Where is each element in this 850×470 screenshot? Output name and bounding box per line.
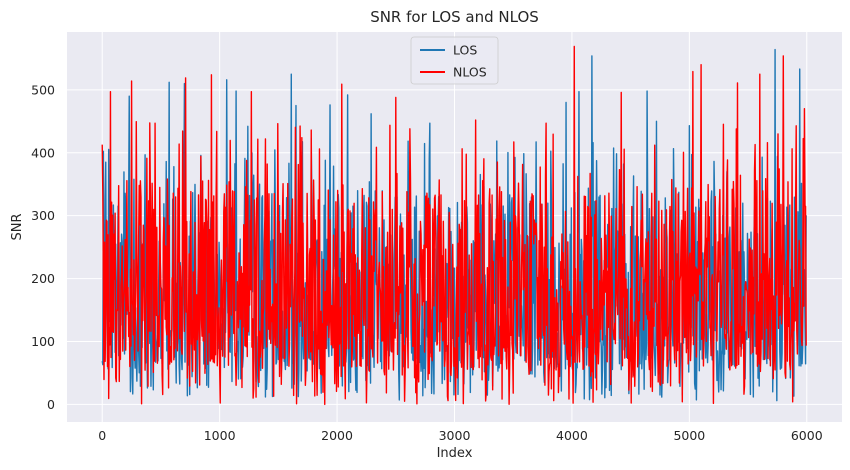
x-tick-label: 1000 bbox=[204, 428, 236, 443]
legend-label-nlos: NLOS bbox=[453, 65, 487, 80]
y-tick-label: 400 bbox=[31, 145, 55, 160]
y-tick-label: 100 bbox=[31, 334, 55, 349]
x-tick-label: 2000 bbox=[321, 428, 353, 443]
x-tick-label: 4000 bbox=[556, 428, 588, 443]
y-tick-label: 200 bbox=[31, 271, 55, 286]
chart-title: SNR for LOS and NLOS bbox=[370, 8, 539, 26]
y-tick-label: 500 bbox=[31, 82, 55, 97]
series-line-nlos bbox=[101, 45, 807, 406]
y-axis-ticks: 0 100 200 300 400 500 bbox=[31, 82, 55, 412]
x-tick-label: 0 bbox=[98, 428, 106, 443]
x-tick-label: 3000 bbox=[439, 428, 471, 443]
x-axis-label: Index bbox=[437, 446, 473, 461]
y-tick-label: 300 bbox=[31, 208, 55, 223]
y-tick-label: 0 bbox=[47, 397, 55, 412]
legend: LOS NLOS bbox=[410, 36, 499, 85]
x-tick-label: 5000 bbox=[673, 428, 705, 443]
legend-label-los: LOS bbox=[453, 43, 477, 58]
y-axis-label: SNR bbox=[10, 213, 25, 240]
x-tick-label: 6000 bbox=[791, 428, 823, 443]
plot-area bbox=[101, 45, 807, 406]
x-axis-ticks: 0 1000 2000 3000 4000 5000 6000 bbox=[98, 428, 822, 443]
